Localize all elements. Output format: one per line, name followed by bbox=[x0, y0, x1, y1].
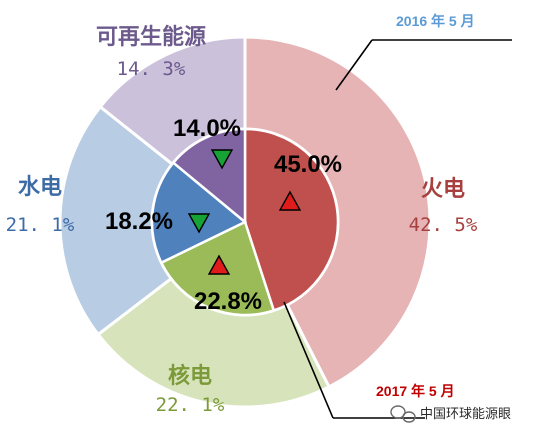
inner-slice-3 bbox=[150, 160, 248, 265]
inner-value-label-3: 18.2% bbox=[105, 208, 173, 235]
watermark: 中国环球能源眼 bbox=[390, 405, 511, 423]
trend-down-icon bbox=[187, 213, 211, 234]
inner-value-label-2: 22.8% bbox=[194, 288, 262, 315]
inner-value-label-1: 45.0% bbox=[274, 151, 342, 178]
inner-slice-1 bbox=[243, 127, 340, 313]
series-label-2016: 2016 年 5 月 bbox=[396, 13, 475, 29]
outer-value-label-1: 42. 5% bbox=[409, 214, 478, 236]
inner-labels: 45.0% 22.8% 18.2% 14.0% bbox=[105, 115, 342, 315]
outer-value-label-4: 14. 3% bbox=[117, 58, 186, 80]
trend-up-icon bbox=[207, 254, 231, 275]
category-label-3: 水电 bbox=[18, 175, 62, 200]
category-label-4: 可再生能源 bbox=[96, 24, 206, 50]
trend-up-icon bbox=[278, 190, 302, 211]
leader-line-2016 bbox=[335, 39, 373, 91]
category-label-1: 火电 bbox=[421, 177, 465, 202]
outer-ring-2016 bbox=[58, 35, 432, 409]
inner-value-label-4: 14.0% bbox=[173, 115, 241, 142]
trend-markers bbox=[187, 149, 302, 275]
outer-value-label-2: 22. 1% bbox=[156, 394, 225, 416]
chat-bubble-icon bbox=[390, 405, 416, 423]
leader-line-2017 bbox=[283, 301, 334, 419]
outer-value-label-3: 21. 1% bbox=[6, 214, 75, 236]
watermark-text: 中国环球能源眼 bbox=[420, 407, 511, 422]
series-label-2017: 2017 年 5 月 bbox=[376, 383, 455, 399]
outer-labels: 火电 42. 5% 核电 22. 1% 水电 21. 1% 可再生能源 14. 3% bbox=[6, 24, 478, 416]
trend-down-icon bbox=[210, 149, 234, 170]
category-label-2: 核电 bbox=[168, 363, 212, 389]
